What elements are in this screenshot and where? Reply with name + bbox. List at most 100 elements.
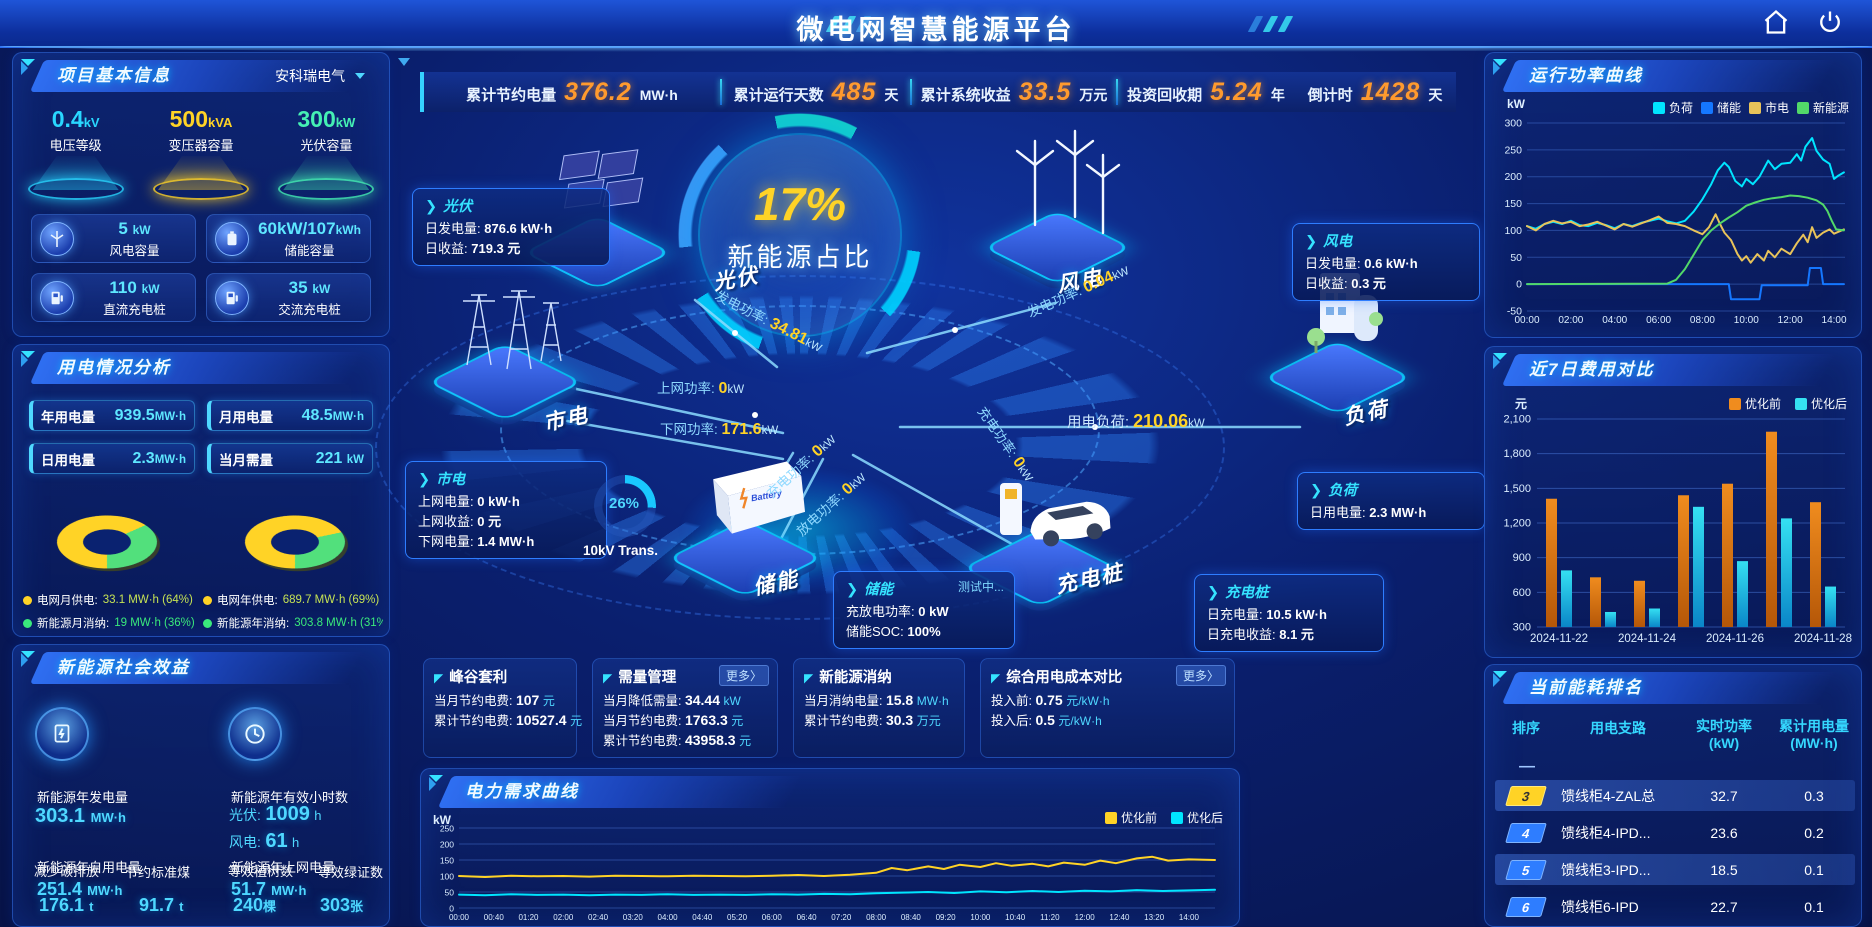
legend-grid-month: 电网月供电: 33.1 MW·h (64%) [23,592,203,608]
bar-优化后-2024-11-22 [1561,570,1572,627]
svg-text:-50: -50 [1507,306,1522,318]
cost-compare-panel: 近7日费用对比 元 优化前 优化后 300 600 900 1,200 1,500 1,80… [1484,346,1862,658]
bar-优化后-2024-11-27 [1781,518,1792,627]
svg-text:0: 0 [449,904,454,914]
rank-badge: 4 [1505,822,1547,843]
chevron-right-icon: ❯ [1310,483,1323,499]
status-badge: 测试中... [957,580,1004,594]
panel-title: 项目基本信息 [57,66,171,85]
svg-text:08:00: 08:00 [866,913,887,922]
legend-swatch-icon [1796,102,1809,114]
rank-badge: 3 [1505,785,1547,806]
table-row[interactable]: 6 馈线柜6-IPD 22.7 0.1 [1495,891,1855,922]
company-select[interactable]: 安科瑞电气 [275,66,365,86]
bar-优化后-2024-11-26 [1737,561,1748,628]
energy-ranking-header: 当前能耗排名 [1493,671,1851,704]
table-row[interactable]: 4 馈线柜4-IPD... 23.6 0.2 [1495,817,1855,848]
svg-text:10:00: 10:00 [1734,315,1759,326]
svg-text:00:40: 00:40 [484,913,505,922]
svg-text:250: 250 [440,824,454,834]
renewable-benefit-panel: 新能源社会效益 新能源年发电量 303.1 MW·h 新能源年有效小时数 光伏:… [12,644,390,927]
home-icon[interactable] [1762,8,1790,36]
legend-item[interactable]: 储能 [1700,99,1741,116]
legend-item[interactable]: 新能源 [1796,99,1849,116]
usage-donuts [13,492,389,579]
summary-cards: ◤ 峰谷套利 当月节约电费: 107 元 累计节约电费: 10527.4 元 ◤ 需… [423,658,1235,758]
coal-label: 节约标准煤 [125,865,191,880]
svg-text:250: 250 [1504,144,1522,156]
capacity-cards: 5 kW 风电容量 60kW/107kWh 储能容量 110 kW 直流充电桩 … [31,214,371,322]
usage-analysis-header: 用电情况分析 [21,351,379,384]
svg-text:2024-11-24: 2024-11-24 [1618,633,1677,645]
usage-legend: 电网月供电: 33.1 MW·h (64%) 电网年供电: 689.7 MW·h… [23,592,383,631]
svg-text:02:00: 02:00 [553,913,574,922]
bar-优化前-2024-11-22 [1546,498,1557,628]
svg-text:10:40: 10:40 [1005,913,1026,922]
power-icon[interactable] [1816,8,1844,36]
series-储能 [1526,267,1845,301]
kpi-bar: 累计节约电量 376.2 MW·h 累计运行天数 485 天 累计系统收益 33… [420,72,1456,112]
chevron-down-icon [355,73,365,79]
cost-y-label: 元 [1515,397,1528,411]
svg-text:04:40: 04:40 [692,913,713,922]
more-button[interactable]: 更多〉 [1175,665,1226,686]
svg-text:08:00: 08:00 [1690,315,1715,326]
load-info-box: ❯ 负荷 日用电量: 2.3 MW·h [1297,472,1485,530]
pv-info-box: ❯ 光伏 日发电量: 876.6 kW·h 日收益: 719.3 元 [412,188,610,266]
demand-legend: 优化前 优化后 [1104,809,1223,826]
svg-text:300: 300 [1513,622,1531,634]
legend-item[interactable]: 优化后 [1170,809,1223,826]
grid-import-flow-label: 下网功率: 171.6kW [660,421,779,438]
legend-swatch-icon [1728,398,1741,410]
legend-item[interactable]: 优化前 [1728,395,1781,412]
spot-pv: 300kW 光伏容量 [264,106,389,200]
legend-grid-year: 电网年供电: 689.7 MW·h (69%) [203,592,383,608]
svg-text:06:40: 06:40 [797,913,818,922]
capacity-spotlights: 0.4kV 电压等级 500kVA 变压器容量 300kW 光伏容量 [13,106,389,200]
renewable-share-label: 新能源占比 [727,242,873,272]
page-title: 微电网智慧能源平台 [796,15,1076,45]
legend-item[interactable]: 负荷 [1652,99,1693,116]
legend-item[interactable]: 市电 [1748,99,1789,116]
legend-renewable-month: 新能源月消纳: 19 MW·h (36%) [23,615,203,631]
kpi-dropdown-icon[interactable] [398,58,410,66]
more-button[interactable]: 更多〉 [718,665,769,686]
legend-item[interactable]: 优化前 [1104,809,1157,826]
run-power-legend: 负荷 储能 市电 新能源 [1652,99,1849,116]
bar-优化前-2024-11-23 [1590,577,1601,628]
chevron-right-icon: ❯ [1207,585,1220,601]
svg-text:14:00: 14:00 [1822,315,1847,326]
svg-text:01:20: 01:20 [518,913,539,922]
chevron-right-icon: ❯ [1305,234,1318,250]
panel-corner-icon [1493,59,1507,75]
kpi-saved-energy: 累计节约电量 376.2 MW·h [466,77,678,106]
legend-swatch-icon [1700,102,1713,114]
series-负荷 [1526,137,1845,230]
demand-management-card: ◤ 需量管理 更多〉 当月降低需量: 34.44 kW 当月节约电费: 1763.… [592,658,778,758]
bar-优化后-2024-11-24 [1649,608,1660,628]
table-row[interactable]: 5 馈线柜3-IPD... 18.5 0.1 [1495,854,1855,885]
energy-flow-diagram: 17% 新能源占比 光伏 [375,113,1485,660]
stat-month-usage: 月用电量 48.5MW·h [207,400,373,431]
series-优化后 [458,888,1216,897]
legend-dot [23,618,32,628]
svg-text:12:00: 12:00 [1778,315,1803,326]
ranking-table-header: 排序 用电支路 实时功率 (kW) 累计用电量 (MW·h) [1512,718,1849,751]
demand-curve-panel: 电力需求曲线 kW 优化前 优化后 0 50 100 150 200 250 00:00 00:… [420,768,1240,927]
svg-text:09:20: 09:20 [936,913,957,922]
run-power-panel: 运行功率曲线 kW 负荷 储能 市电 新能源 -50 0 50 100 150 200 250 30… [1484,52,1862,338]
grid-info-box: ❯ 市电 上网电量: 0 kW·h 上网收益: 0 元 下网电量: 1.4 MW·… [405,461,607,559]
table-row[interactable]: 3 馈线柜4-ZAL总 32.7 0.3 [1495,780,1855,811]
legend-item[interactable]: 优化后 [1794,395,1847,412]
legend-swatch-icon [1652,102,1665,114]
legend-swatch-icon [1104,812,1117,824]
panel-corner-icon [1493,671,1507,687]
panel-title: 当前能耗排名 [1529,678,1643,697]
bar-优化前-2024-11-27 [1766,431,1777,628]
panel-title: 新能源社会效益 [57,658,190,677]
kpi-run-days: 累计运行天数 485 天 [733,77,899,106]
panel-corner-icon [21,351,35,367]
hours-clock-icon [228,707,282,761]
run-power-chart: -50 0 50 100 150 200 250 300 00:00 02:00 04:00 06:0… [1504,118,1847,327]
